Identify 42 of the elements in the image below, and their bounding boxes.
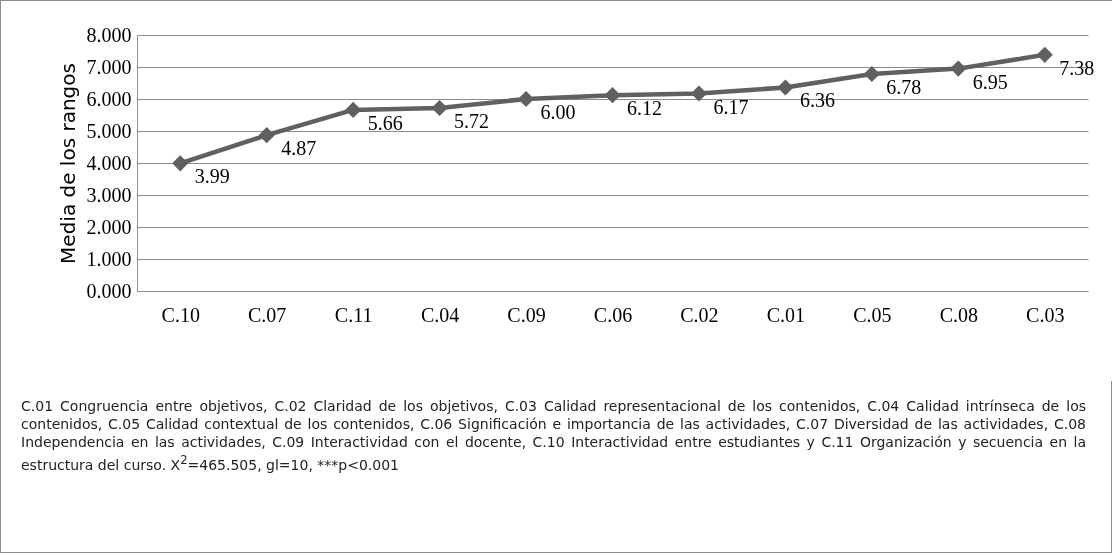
text: 6.78 [886,76,922,99]
text: 5.66 [367,111,403,134]
x-tick-label: C.07 [248,303,287,326]
text: 6.00 [540,101,576,123]
x-tick-label: C.05 [853,303,892,326]
y-tick-label: 2.000 [86,215,132,238]
x-tick-label: C.11 [334,303,373,326]
x-tick-label: C.01 [766,303,806,326]
y-tick-label: 4.000 [86,151,132,174]
text: C.01 Congruencia entre objetivos, C.02 Claridad de los objetivos, C.03 Calidad representacional de los contenidos, C.04 Calidad intrínseca de los contenidos, C.05 Calidad contextual de los contenidos, C.06 Significación e importancia de las actividades, C.07 Diversidad de las actividades, C.08 Independencia en las actividades, C.09 Interactividad con el docente, C.10 Interactividad entre estudiantes y C.11 Organización y secuencia en la estructura del curso. X$^{2}$=465.505, gl=10, ***p<0.001 [21,397,1086,474]
y-tick-label: 1.000 [86,247,132,270]
x-tick-label: C.10 [161,303,200,326]
point [431,99,448,117]
x-tick-label: C.02 [680,303,719,326]
x-tick-label: C.06 [593,303,633,326]
text: 6.95 [972,70,1008,93]
y-axis-title: Media de los rangos [55,63,80,264]
point [777,79,794,96]
x-tick-label: C.09 [507,303,546,326]
point [690,85,708,102]
y-tick-label: 0.000 [86,279,132,302]
text: 6.12 [627,97,662,120]
text: 6.36 [799,89,835,112]
x-tick-label: C.08 [939,303,978,326]
point [1036,46,1053,63]
x-tick-label: C.04 [420,303,460,326]
y-tick-label: 5.000 [86,119,132,142]
text: 5.72 [454,109,490,132]
y-tick-label: 8.000 [86,23,132,46]
y-tick-label: 6.000 [86,87,132,110]
y-tick-label: 3.000 [86,183,132,206]
point [172,155,189,172]
text: 7.38 [1059,56,1095,79]
point [950,60,967,77]
text: 6.17 [713,95,749,118]
y-tick-label: 7.000 [86,55,132,78]
x-tick-label: C.03 [1026,303,1065,326]
text: 3.99 [194,165,230,188]
text: 4.87 [281,137,317,160]
point [604,87,621,104]
point [258,127,275,144]
point [863,65,880,83]
